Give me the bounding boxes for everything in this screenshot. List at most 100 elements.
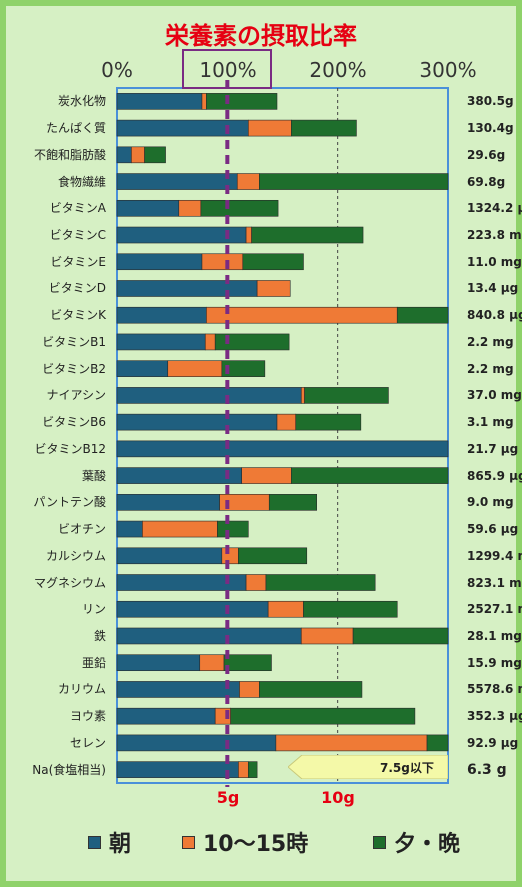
row-label: ビタミンD — [48, 281, 106, 296]
row-label: 亜鉛 — [81, 655, 106, 670]
row-total-value: 37.0 mg — [467, 388, 522, 403]
bar-segment-morning — [116, 173, 238, 190]
reference-highlight-box — [182, 49, 272, 89]
bar-segment-midday — [267, 600, 304, 618]
salt-limit-label: 7.5g以下 — [380, 761, 434, 775]
row-total-value: 29.6g — [467, 147, 506, 162]
row-total-value: 840.8 μg — [467, 308, 522, 323]
x-tick-label: 300% — [419, 58, 477, 82]
bar-segment-morning — [116, 360, 169, 377]
bar-segment-evening — [221, 360, 266, 377]
legend-label: 夕・晩 — [394, 832, 461, 857]
bar-segment-evening — [214, 333, 290, 351]
row-total-value: 380.5g — [467, 94, 514, 109]
legend-item-morning: 朝 — [88, 826, 131, 858]
bar-segment-midday — [206, 306, 398, 324]
row-label: 鉄 — [93, 628, 106, 643]
bar-segment-midday — [131, 146, 145, 164]
row-label: ビタミンE — [50, 254, 106, 269]
bar-segment-midday — [238, 761, 249, 778]
bar-segment-evening — [259, 681, 363, 698]
x-tick-label: 100% — [199, 58, 257, 82]
bar-segment-evening — [251, 226, 364, 244]
row-label: ビタミンA — [49, 201, 106, 216]
row-label: 葉酸 — [81, 468, 106, 483]
bar-segment-morning — [116, 146, 132, 164]
bar-segment-evening — [291, 119, 357, 137]
bar-segment-evening — [291, 467, 449, 484]
bar-segment-morning — [116, 494, 220, 511]
x-tick-label: 200% — [309, 58, 367, 82]
salt-limit-arrow — [288, 755, 448, 779]
bar-segment-midday — [300, 387, 305, 404]
row-total-value: 15.9 mg — [467, 655, 522, 670]
bar-segment-morning — [116, 734, 277, 752]
row-total-value: 1324.2 μg — [467, 201, 522, 216]
bar-segment-evening — [223, 654, 272, 672]
bar-segment-evening — [426, 734, 449, 752]
bar-segment-morning — [116, 440, 449, 458]
row-total-value: 5578.6 mg — [467, 682, 522, 697]
bar-segment-morning — [116, 387, 302, 404]
row-total-value: 352.3 μg — [467, 709, 522, 724]
bar-segment-evening — [200, 199, 279, 217]
legend-item-evening: 夕・晩 — [373, 826, 460, 858]
row-total-value: 2.2 mg — [467, 361, 514, 376]
bar-segment-evening — [242, 253, 304, 271]
bar-segment-midday — [276, 413, 297, 431]
bar-segment-midday — [201, 93, 207, 110]
bar-segment-evening — [295, 413, 362, 431]
bar-segment-midday — [236, 173, 260, 190]
bar-segment-evening — [259, 173, 449, 190]
row-label: ビタミンB2 — [42, 361, 106, 376]
bar-segment-midday — [199, 654, 225, 672]
row-total-value: 823.1 mg — [467, 575, 522, 590]
bar-segment-morning — [116, 93, 203, 110]
row-label: ビタミンK — [50, 308, 106, 323]
bar-segment-morning — [116, 654, 201, 672]
bar-segment-midday — [201, 253, 244, 271]
row-label: 不飽和脂肪酸 — [33, 147, 106, 162]
bar-segment-morning — [116, 306, 207, 324]
bar-segment-evening — [268, 494, 318, 511]
row-label: ビタミンB12 — [34, 441, 106, 456]
row-label: Na(食塩相当) — [32, 762, 106, 777]
bar-segment-evening — [396, 306, 449, 324]
row-label: ヨウ素 — [69, 709, 106, 724]
bar-segment-evening — [230, 707, 416, 725]
bar-segment-midday — [256, 280, 291, 297]
legend-item-midday: 10～15時 — [182, 826, 308, 858]
row-label: マグネシウム — [33, 575, 106, 590]
x-tick-label: 0% — [101, 58, 133, 82]
chart-title: 栄養素の摂取比率 — [165, 22, 357, 50]
legend-swatch-midday — [182, 835, 195, 849]
salt-tick-label: 10g — [321, 788, 355, 807]
legend-swatch-morning — [88, 835, 101, 849]
row-total-value: 2527.1 mg — [467, 602, 522, 617]
bar-segment-morning — [116, 280, 258, 297]
bar-segment-midday — [178, 199, 202, 217]
bar-segment-evening — [247, 761, 258, 778]
row-total-value: 1299.4 mg — [467, 548, 522, 563]
row-total-value: 11.0 mg — [467, 254, 522, 269]
bar-segment-morning — [116, 333, 206, 351]
bar-segment-evening — [238, 547, 308, 565]
row-total-value: 3.1 mg — [467, 415, 514, 430]
row-total-value: 59.6 μg — [467, 522, 519, 537]
row-label: パントテン酸 — [33, 495, 106, 510]
bar-segment-evening — [144, 146, 166, 164]
row-total-value: 223.8 mg — [467, 228, 522, 243]
row-total-value: 2.2 mg — [467, 334, 514, 349]
row-total-value: 69.8g — [467, 174, 506, 189]
bar-segment-morning — [116, 520, 143, 538]
bar-segment-midday — [245, 226, 252, 244]
plot-area — [116, 87, 449, 784]
bar-segment-midday — [275, 734, 428, 752]
row-label: リン — [81, 602, 106, 617]
bar-segment-evening — [206, 93, 278, 110]
row-total-value: 28.1 mg — [467, 628, 522, 643]
row-label: ナイアシン — [46, 388, 106, 403]
row-total-value: 21.7 μg — [467, 441, 519, 456]
